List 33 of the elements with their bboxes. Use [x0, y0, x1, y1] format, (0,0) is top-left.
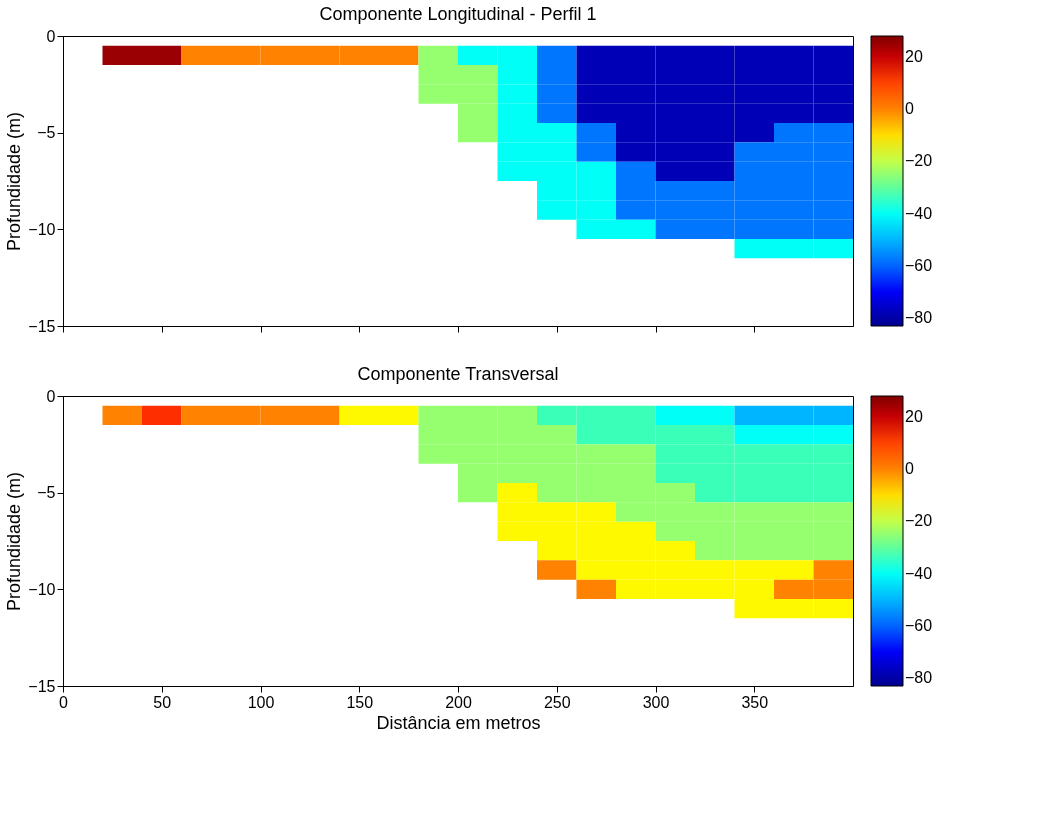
color-bar-label: −80	[905, 309, 933, 327]
x-tick-label: 50	[153, 693, 172, 711]
chart-title: Componente Transversal	[357, 364, 559, 384]
y-tick-label: 0	[46, 387, 56, 405]
color-bar-label: −40	[905, 204, 933, 222]
color-bar-label: −20	[905, 152, 933, 170]
color-bar-label: −60	[905, 256, 933, 274]
color-bar-label: 0	[905, 100, 914, 118]
x-tick-label: 200	[445, 693, 472, 711]
y-tick-label: −10	[28, 580, 56, 598]
y-tick-label: −15	[28, 317, 56, 335]
color-bar-label: −40	[905, 564, 933, 582]
y-tick-label: −5	[37, 124, 56, 142]
x-tick-label: 100	[247, 693, 275, 711]
y-tick-label: −15	[28, 677, 56, 695]
color-bar-label: 20	[905, 407, 923, 425]
x-tick-label: 350	[741, 693, 769, 711]
color-bar-label: 20	[905, 47, 923, 65]
y-axis-title: Profundidade (m)	[4, 111, 25, 252]
x-axis-title: Distância em metros	[376, 712, 541, 733]
color-bar-label: −80	[905, 669, 933, 687]
x-tick-label: 0	[59, 693, 69, 711]
color-bar-label: 0	[905, 460, 914, 478]
x-tick-label: 250	[543, 693, 571, 711]
color-bar-label: −60	[905, 616, 933, 634]
y-axis-title: Profundidade (m)	[4, 471, 25, 612]
y-tick-label: −10	[28, 220, 56, 238]
color-bar-label: −20	[905, 512, 933, 530]
y-tick-label: 0	[46, 27, 56, 45]
x-tick-label: 150	[346, 693, 374, 711]
y-tick-label: −5	[37, 484, 56, 502]
x-tick-label: 300	[642, 693, 670, 711]
chart-title: Componente Longitudinal - Perfil 1	[319, 4, 597, 24]
